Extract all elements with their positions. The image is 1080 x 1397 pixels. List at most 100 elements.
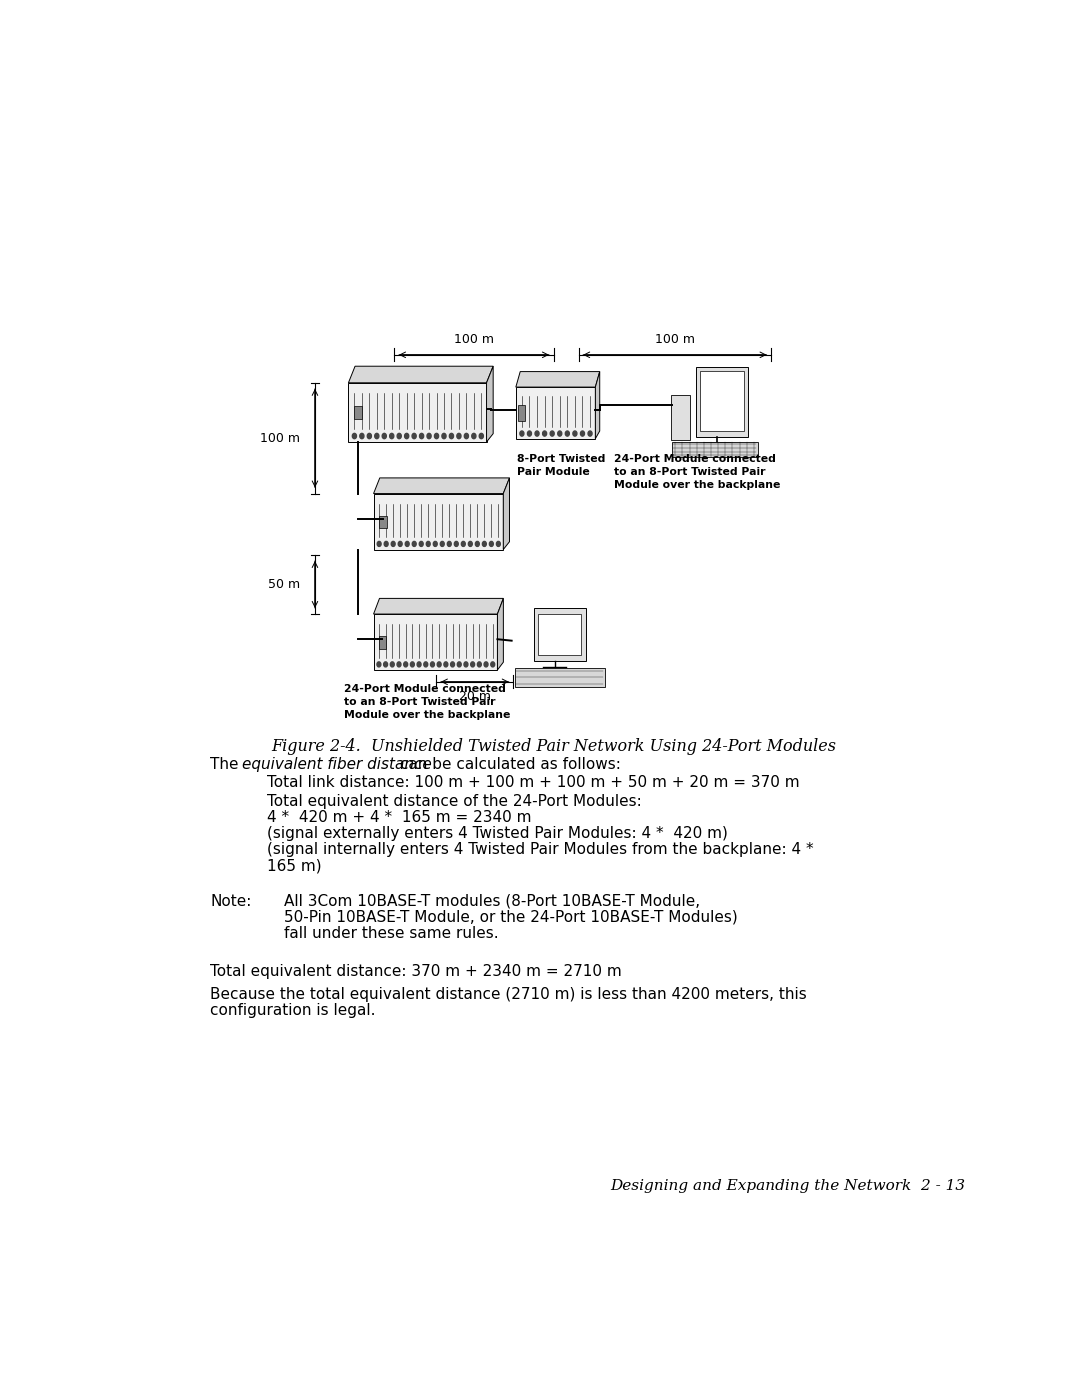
Text: 100 m: 100 m (454, 334, 494, 346)
Circle shape (550, 430, 554, 436)
Circle shape (397, 433, 402, 439)
Circle shape (437, 662, 441, 666)
Polygon shape (672, 441, 757, 457)
Polygon shape (498, 598, 503, 671)
Text: 50 m: 50 m (268, 578, 300, 591)
Polygon shape (515, 668, 605, 687)
Text: (signal externally enters 4 Twisted Pair Modules: 4 *  420 m): (signal externally enters 4 Twisted Pair… (267, 826, 728, 841)
Circle shape (480, 433, 484, 439)
Circle shape (444, 662, 448, 666)
Polygon shape (516, 372, 599, 387)
Circle shape (413, 542, 416, 546)
Circle shape (433, 542, 437, 546)
Polygon shape (534, 608, 586, 661)
Circle shape (399, 542, 402, 546)
Text: 20 m: 20 m (459, 690, 490, 704)
Circle shape (390, 662, 394, 666)
Circle shape (475, 542, 480, 546)
Circle shape (464, 433, 469, 439)
Text: 100 m: 100 m (654, 334, 694, 346)
Bar (354, 407, 362, 419)
Circle shape (580, 430, 584, 436)
Bar (378, 637, 386, 648)
Polygon shape (700, 372, 744, 430)
Circle shape (441, 542, 444, 546)
Circle shape (489, 542, 494, 546)
Circle shape (557, 430, 562, 436)
Text: 24-Port Module connected
to an 8-Port Twisted Pair
Module over the backplane: 24-Port Module connected to an 8-Port Tw… (613, 454, 780, 490)
Circle shape (413, 433, 416, 439)
Circle shape (527, 430, 531, 436)
Circle shape (450, 662, 455, 666)
Circle shape (375, 433, 379, 439)
Text: can be calculated as follows:: can be calculated as follows: (395, 757, 621, 773)
Polygon shape (349, 366, 494, 383)
Circle shape (383, 662, 388, 666)
Circle shape (404, 662, 407, 666)
Circle shape (417, 662, 421, 666)
Circle shape (431, 662, 434, 666)
Circle shape (455, 542, 458, 546)
Circle shape (391, 542, 395, 546)
Text: (signal internally enters 4 Twisted Pair Modules from the backplane: 4 *: (signal internally enters 4 Twisted Pair… (267, 842, 814, 858)
Polygon shape (374, 478, 510, 493)
Polygon shape (374, 615, 498, 671)
Polygon shape (516, 387, 595, 439)
Text: Figure 2-4.  Unshielded Twisted Pair Network Using 24-Port Modules: Figure 2-4. Unshielded Twisted Pair Netw… (271, 738, 836, 754)
Text: fall under these same rules.: fall under these same rules. (284, 926, 499, 942)
Text: 100 m: 100 m (260, 432, 300, 444)
Text: Designing and Expanding the Network  2 - 13: Designing and Expanding the Network 2 - … (610, 1179, 966, 1193)
Text: The: The (211, 757, 244, 773)
Circle shape (360, 433, 364, 439)
Bar (518, 405, 525, 420)
Circle shape (519, 430, 524, 436)
Circle shape (497, 542, 500, 546)
Polygon shape (486, 366, 494, 441)
Circle shape (471, 662, 474, 666)
Circle shape (382, 433, 387, 439)
Circle shape (449, 433, 454, 439)
Polygon shape (349, 383, 486, 441)
Circle shape (542, 430, 546, 436)
Text: Note:: Note: (211, 894, 252, 908)
Circle shape (419, 433, 423, 439)
Circle shape (352, 433, 356, 439)
Circle shape (469, 542, 472, 546)
Text: Because the total equivalent distance (2710 m) is less than 4200 meters, this: Because the total equivalent distance (2… (211, 988, 807, 1002)
Polygon shape (374, 493, 503, 549)
Polygon shape (595, 372, 599, 439)
Bar (379, 515, 387, 528)
Text: Total link distance: 100 m + 100 m + 100 m + 50 m + 20 m = 370 m: Total link distance: 100 m + 100 m + 100… (267, 775, 800, 791)
Polygon shape (374, 598, 503, 615)
Circle shape (588, 430, 592, 436)
Circle shape (457, 662, 461, 666)
Polygon shape (503, 478, 510, 549)
Circle shape (434, 433, 438, 439)
Polygon shape (696, 367, 748, 437)
Circle shape (419, 542, 423, 546)
Text: All 3Com 10BASE-T modules (8-Port 10BASE-T Module,: All 3Com 10BASE-T modules (8-Port 10BASE… (284, 894, 700, 908)
Circle shape (472, 433, 476, 439)
Text: Total equivalent distance of the 24-Port Modules:: Total equivalent distance of the 24-Port… (267, 793, 642, 809)
Circle shape (427, 542, 430, 546)
Circle shape (405, 433, 408, 439)
Circle shape (464, 662, 468, 666)
Circle shape (377, 662, 381, 666)
Circle shape (477, 662, 482, 666)
Circle shape (377, 542, 381, 546)
Circle shape (535, 430, 539, 436)
Text: Total equivalent distance: 370 m + 2340 m = 2710 m: Total equivalent distance: 370 m + 2340 … (211, 964, 622, 979)
Circle shape (484, 662, 488, 666)
Circle shape (390, 433, 394, 439)
Circle shape (427, 433, 431, 439)
Circle shape (483, 542, 486, 546)
Text: 50-Pin 10BASE-T Module, or the 24-Port 10BASE-T Modules): 50-Pin 10BASE-T Module, or the 24-Port 1… (284, 909, 738, 925)
Circle shape (447, 542, 451, 546)
Circle shape (410, 662, 415, 666)
Text: equivalent fiber distance: equivalent fiber distance (242, 757, 432, 773)
Circle shape (572, 430, 577, 436)
Circle shape (565, 430, 569, 436)
Polygon shape (539, 615, 581, 655)
Text: 165 m): 165 m) (267, 858, 322, 873)
Circle shape (490, 662, 495, 666)
